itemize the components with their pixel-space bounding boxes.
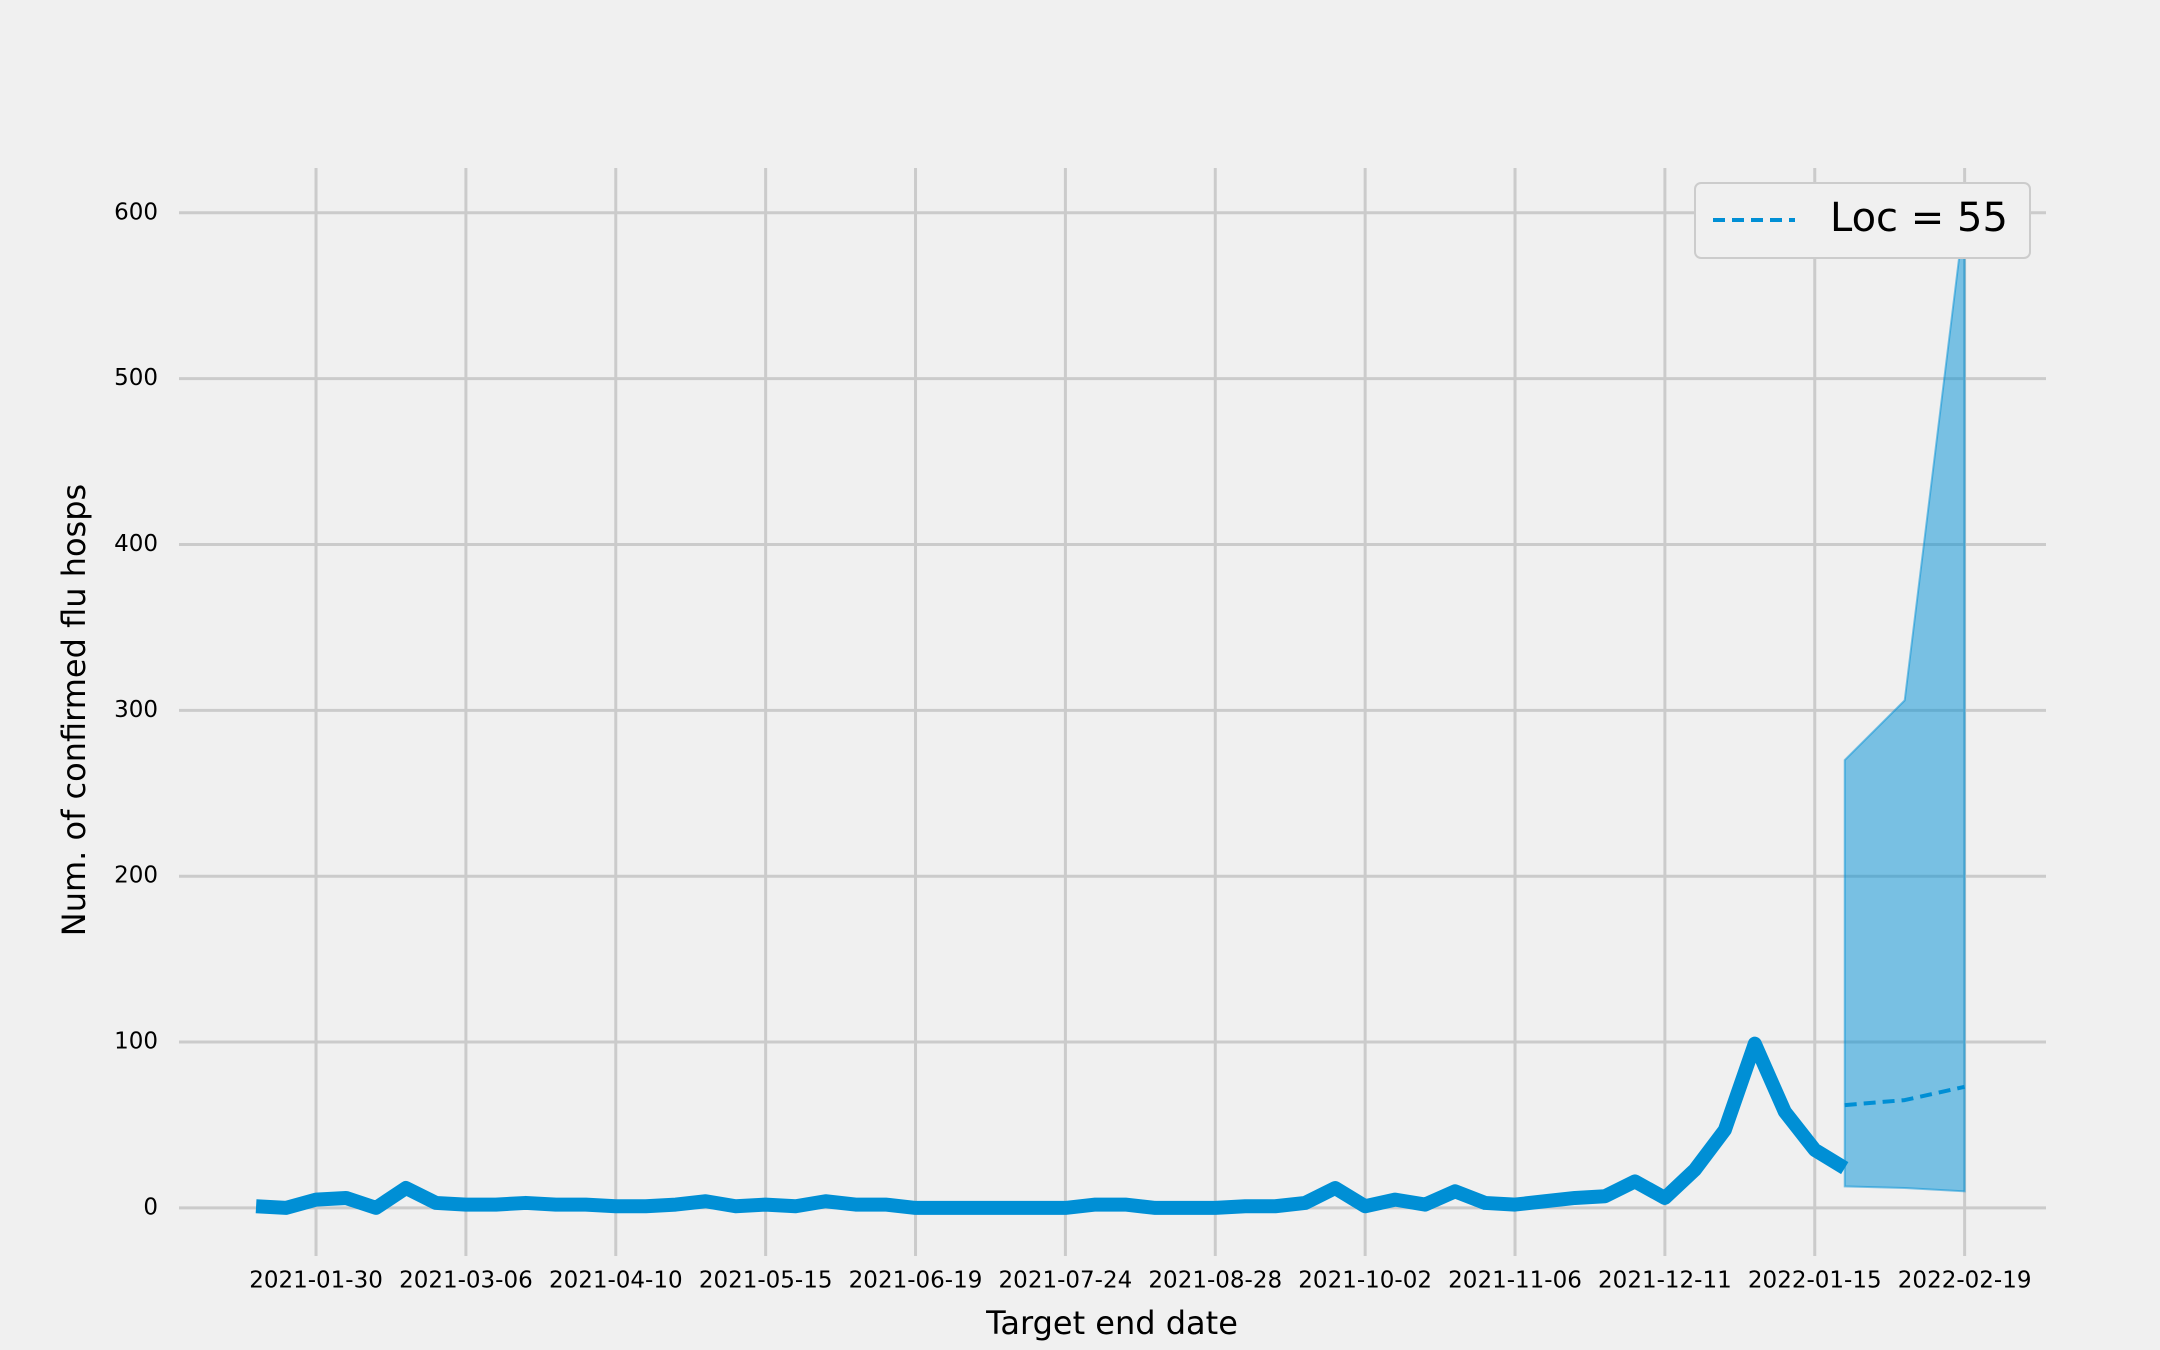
interval-band: [1843, 212, 1966, 1193]
x-tick-label: 2021-06-19: [849, 1268, 983, 1294]
y-tick-label: 300: [114, 697, 158, 723]
y-tick-label: 0: [143, 1194, 158, 1220]
legend: Loc = 55: [1694, 182, 2031, 259]
y-tick-label: 500: [114, 365, 158, 391]
x-tick-label: 2021-10-02: [1298, 1268, 1432, 1294]
x-tick-label: 2021-03-06: [399, 1268, 533, 1294]
x-tick-label: 2022-01-15: [1748, 1268, 1882, 1294]
x-tick-label: 2021-12-11: [1598, 1268, 1732, 1294]
x-axis-label: Target end date: [985, 1304, 1238, 1342]
x-tick-label: 2021-01-30: [249, 1268, 383, 1294]
x-tick-label: 2021-07-24: [999, 1268, 1133, 1294]
legend-box: [1694, 182, 2031, 259]
y-tick-label: 400: [114, 531, 158, 557]
x-tick-label: 2022-02-19: [1898, 1268, 2032, 1294]
y-tick-label: 600: [114, 199, 158, 225]
x-tick-label: 2021-05-15: [699, 1268, 833, 1294]
line: [255, 1036, 1849, 1215]
y-tick-label: 100: [114, 1029, 158, 1055]
x-tick-label: 2021-04-10: [549, 1268, 683, 1294]
y-axis-label: Num. of confirmed flu hosps: [55, 484, 93, 936]
x-tick-label: 2021-08-28: [1148, 1268, 1282, 1294]
x-tick-label: 2021-11-06: [1448, 1268, 1582, 1294]
legend-label: Loc = 55: [1830, 195, 2008, 241]
y-tick-label: 200: [114, 863, 158, 889]
line: [1844, 1084, 1966, 1108]
